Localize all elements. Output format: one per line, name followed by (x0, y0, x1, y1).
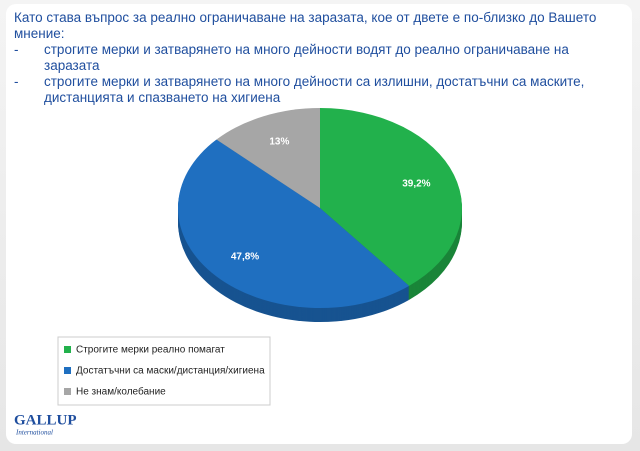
legend-swatch (64, 367, 71, 374)
title: Като става въпрос за реално ограничаване… (14, 10, 597, 41)
legend-label: Строгите мерки реално помагат (76, 345, 225, 356)
legend-label: Не знам/колебание (76, 386, 166, 398)
header: Като става въпрос за реално ограничаване… (14, 10, 614, 106)
note: - строгите мерки и затварянето на много д… (14, 42, 569, 73)
logo-sub: International (15, 429, 53, 437)
note: - строгите мерки и затварянето на много д… (14, 74, 585, 105)
legend-label: Достатъчни са маски/дистанция/хигиена (76, 366, 265, 377)
pie-slice (178, 139, 410, 308)
legend-swatch (64, 346, 71, 353)
pie-slice (216, 108, 320, 208)
note-text: строгите мерки и затварянето на много де… (44, 74, 585, 105)
logo: GALLUP (14, 412, 77, 428)
legend-box (57, 336, 271, 406)
legend-swatch (64, 388, 71, 395)
value-label: 39,2% (402, 179, 430, 190)
value-label: 47,8% (231, 252, 259, 263)
pie-slice (320, 108, 462, 286)
value-label: 13% (269, 137, 289, 148)
note-text: строгите мерки и затварянето на много де… (44, 42, 569, 73)
